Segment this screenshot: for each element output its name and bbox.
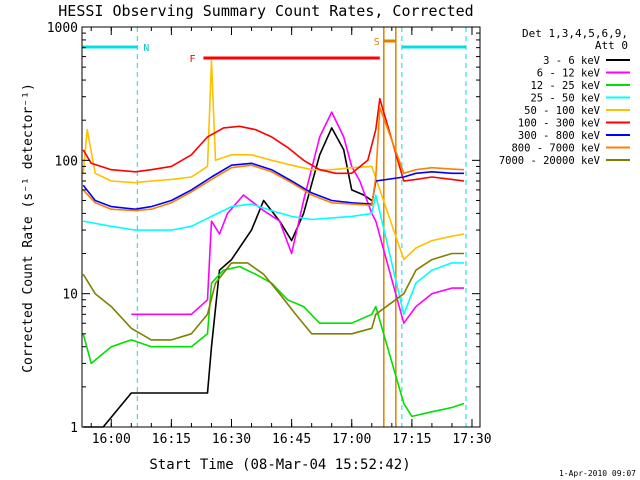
series-line-5 bbox=[82, 59, 465, 261]
y-tick-label: 1 bbox=[70, 421, 78, 436]
y-tick-label: 100 bbox=[55, 154, 78, 169]
chart-title: HESSI Observing Summary Count Rates, Cor… bbox=[58, 2, 473, 20]
legend-label: 6 - 12 keV bbox=[537, 68, 601, 80]
footer-date: 1-Apr-2010 09:07 bbox=[559, 469, 636, 478]
series-line-2 bbox=[131, 111, 464, 325]
series-line-4 bbox=[83, 194, 464, 316]
legend-label: 100 - 300 keV bbox=[518, 118, 601, 130]
flare-label: F bbox=[189, 54, 195, 65]
legend-label: 25 - 50 keV bbox=[530, 93, 600, 105]
legend-label: 800 - 7000 keV bbox=[511, 143, 600, 155]
x-tick-label: 17:00 bbox=[332, 432, 371, 447]
legend-header-line: Det 1,3,4,5,6,9, bbox=[522, 27, 628, 40]
plot-area: N F S 1 10 100 1000 16:00 16:15 16:30 16:45 17:00 17… bbox=[47, 21, 492, 447]
legend-header-line: Att 0 bbox=[595, 39, 628, 52]
series-line-6 bbox=[82, 97, 465, 182]
x-tick-label: 16:30 bbox=[212, 432, 251, 447]
x-tick-label: 16:00 bbox=[92, 432, 131, 447]
x-tick-label: 16:45 bbox=[272, 432, 311, 447]
series-line-1 bbox=[83, 127, 373, 428]
x-tick-label: 17:30 bbox=[452, 432, 491, 447]
y-tick-label: 1000 bbox=[47, 21, 78, 36]
x-tick-label: 17:15 bbox=[392, 432, 431, 447]
axes-frame bbox=[81, 26, 481, 428]
legend-label: 50 - 100 keV bbox=[524, 105, 601, 117]
night-label: N bbox=[143, 43, 149, 54]
legend-label: 300 - 800 keV bbox=[518, 130, 601, 142]
x-tick-label: 16:15 bbox=[152, 432, 191, 447]
series-line-8 bbox=[82, 106, 465, 212]
legend-label: 7000 - 20000 keV bbox=[499, 155, 601, 167]
series-line-9 bbox=[82, 252, 464, 341]
y-tick-label: 10 bbox=[62, 288, 78, 303]
series-line-7 bbox=[82, 162, 464, 210]
legend-label: 3 - 6 keV bbox=[543, 55, 601, 67]
y-axis-label: Corrected Count Rate (s⁻¹ detector⁻¹) bbox=[21, 83, 36, 373]
x-axis-label: Start Time (08-Mar-04 15:52:42) bbox=[149, 457, 410, 473]
legend-label: 12 - 25 keV bbox=[530, 80, 600, 92]
saa-label: S bbox=[374, 37, 380, 48]
